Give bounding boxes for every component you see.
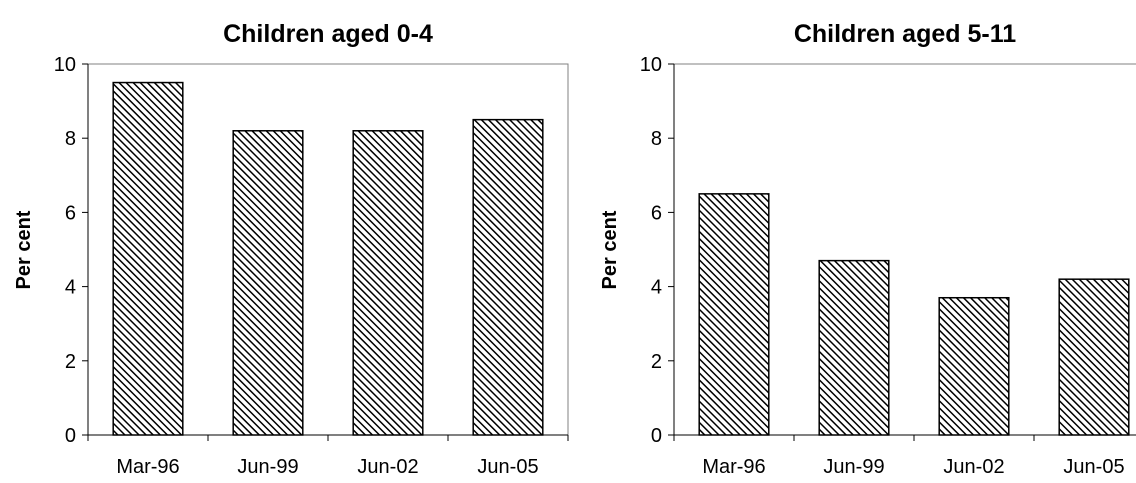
x-tick-label: Mar-96 (116, 456, 179, 478)
x-axis: Mar-96 Jun-99 Jun-02 Jun-05 (673, 434, 1136, 478)
chart-children-0-4: Children aged 0-4 Per cent 0 2 4 6 8 10 Mar-9… (13, 20, 569, 478)
y-tick-label: 0 (65, 425, 76, 447)
x-axis: Mar-96 Jun-99 Jun-02 Jun-05 (87, 434, 569, 478)
y-tick-label: 8 (651, 128, 662, 150)
bars (112, 81, 544, 436)
y-axis-label: Per cent (13, 210, 35, 289)
x-tick-label: Jun-99 (237, 456, 298, 478)
y-axis-label: Per cent (599, 210, 621, 289)
y-tick-label: 0 (651, 425, 662, 447)
y-axis: 0 2 4 6 8 10 (54, 54, 89, 447)
x-tick-label: Mar-96 (702, 456, 765, 478)
bars (698, 193, 1130, 436)
chart-children-5-11: Children aged 5-11 Per cent 0 2 4 6 8 10 Mar-… (599, 20, 1136, 478)
x-tick-label: Jun-02 (357, 456, 418, 478)
y-tick-label: 6 (65, 202, 76, 224)
bar-jun-99 (818, 259, 890, 436)
y-tick-label: 6 (651, 202, 662, 224)
bar-jun-02 (352, 130, 424, 436)
y-tick-label: 2 (65, 351, 76, 373)
chart-title: Children aged 0-4 (223, 20, 433, 48)
bar-mar-96 (698, 193, 770, 436)
bar-jun-05 (472, 118, 544, 436)
bar-jun-02 (938, 296, 1010, 436)
x-tick-label: Jun-02 (943, 456, 1004, 478)
y-tick-label: 2 (651, 351, 662, 373)
x-tick-label: Jun-05 (477, 456, 538, 478)
bar-mar-96 (112, 81, 184, 436)
bar-jun-05 (1058, 278, 1130, 436)
y-tick-label: 8 (65, 128, 76, 150)
y-tick-label: 10 (640, 54, 662, 76)
y-tick-label: 4 (651, 277, 662, 299)
bar-jun-99 (232, 130, 304, 436)
chart-title: Children aged 5-11 (794, 20, 1016, 48)
y-tick-label: 4 (65, 277, 76, 299)
y-tick-label: 10 (54, 54, 76, 76)
x-tick-label: Jun-99 (823, 456, 884, 478)
y-axis: 0 2 4 6 8 10 (640, 54, 675, 447)
x-tick-label: Jun-05 (1063, 456, 1124, 478)
